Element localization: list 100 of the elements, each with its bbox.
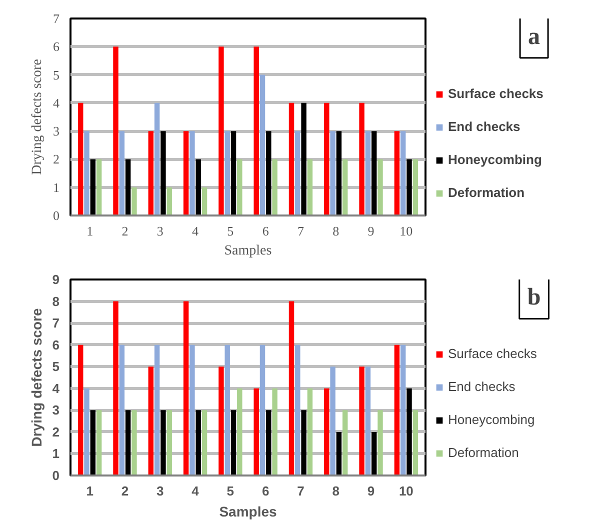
- legend-label: Surface checks: [448, 86, 544, 101]
- x-tick-label: 2: [122, 224, 128, 238]
- x-tick-label: 2: [121, 484, 129, 498]
- bar: [125, 159, 131, 216]
- y-tick-label: 4: [53, 95, 60, 110]
- bar: [224, 344, 230, 476]
- bar: [324, 388, 330, 476]
- bar: [196, 410, 201, 476]
- bar: [412, 159, 418, 216]
- bar: [90, 410, 96, 476]
- y-tick-label: 7: [52, 316, 60, 331]
- bar: [78, 102, 84, 216]
- bar: [365, 131, 371, 216]
- bar: [406, 159, 412, 216]
- x-tick-label: 9: [367, 484, 375, 498]
- bar: [288, 102, 294, 216]
- bar: [365, 366, 371, 476]
- x-tick-label: 10: [398, 484, 414, 498]
- bar: [78, 344, 84, 476]
- legend-label: Surface checks: [448, 346, 537, 361]
- y-tick-label: 5: [52, 359, 60, 374]
- bar: [218, 46, 224, 216]
- x-tick-label: 6: [262, 224, 270, 238]
- y-tick-label: 3: [52, 402, 60, 418]
- bar: [342, 410, 348, 476]
- bar: [378, 410, 383, 476]
- bar: [196, 159, 201, 216]
- x-tick-label: 4: [192, 484, 200, 498]
- legend-label: Honeycombing: [448, 412, 535, 427]
- bar: [237, 388, 242, 476]
- bar: [301, 102, 306, 216]
- legend-label: End checks: [448, 119, 520, 134]
- y-tick-label: 6: [52, 337, 60, 352]
- bar: [307, 388, 313, 476]
- y-tick-label: 0: [52, 468, 60, 483]
- bar: [400, 344, 406, 476]
- bar: [132, 187, 137, 216]
- y-tick-label: 9: [52, 272, 60, 287]
- bar: [378, 159, 383, 216]
- bar: [119, 344, 125, 476]
- x-tick-label: 1: [86, 484, 94, 498]
- bar: [154, 102, 160, 216]
- bar: [412, 410, 418, 476]
- bar: [202, 187, 208, 216]
- bar: [400, 131, 406, 216]
- x-axis-title: Samples: [219, 504, 278, 520]
- bar: [183, 131, 189, 216]
- y-axis-title: Drying defects score: [28, 308, 44, 447]
- bar: [190, 344, 195, 476]
- text: a: [528, 24, 540, 50]
- bar: [266, 410, 272, 476]
- bar: [160, 131, 166, 216]
- bar: [160, 410, 166, 476]
- x-tick-label: 1: [86, 224, 94, 238]
- bar: [254, 46, 259, 216]
- bar: [154, 344, 160, 476]
- x-axis-title: Samples: [224, 244, 272, 258]
- legend-label: Honeycombing: [448, 152, 542, 167]
- bar: [84, 388, 90, 476]
- bar: [132, 410, 137, 476]
- x-tick-label: 3: [156, 224, 164, 238]
- bar: [166, 187, 172, 216]
- bar: [260, 74, 266, 216]
- y-tick-label: 2: [52, 424, 60, 440]
- y-tick-label: 4: [52, 380, 60, 396]
- y-axis-title: Drying defects score: [30, 59, 45, 175]
- bar: [113, 46, 118, 216]
- y-tick-label: 5: [53, 67, 60, 82]
- bar: [260, 344, 266, 476]
- y-tick-label: 8: [52, 294, 60, 309]
- x-tick-label: 4: [192, 224, 200, 238]
- x-tick-label: 7: [297, 484, 304, 498]
- x-tick-label: 8: [332, 224, 340, 238]
- x-tick-label: 8: [332, 484, 340, 498]
- bar: [272, 388, 278, 476]
- bar: [202, 410, 208, 476]
- x-tick-label: 9: [368, 224, 374, 238]
- bar: [125, 410, 131, 476]
- bar: [359, 366, 364, 476]
- bar: [237, 159, 242, 216]
- bar: [119, 131, 125, 216]
- bar: [90, 159, 96, 216]
- legend-label: End checks: [448, 379, 516, 394]
- y-tick-label: 1: [53, 180, 60, 195]
- bar: [371, 432, 377, 476]
- bar: [272, 159, 278, 216]
- bar: [324, 102, 330, 216]
- x-tick-label: 5: [227, 224, 234, 238]
- y-tick-label: 0: [53, 208, 60, 223]
- bar: [307, 159, 313, 216]
- bar: [394, 131, 400, 216]
- bar: [336, 131, 342, 216]
- x-tick-label: 10: [400, 224, 413, 238]
- bar: [359, 102, 364, 216]
- x-tick-label: 7: [297, 224, 304, 238]
- bar: [113, 301, 118, 476]
- bar: [330, 366, 336, 476]
- bar: [84, 131, 90, 216]
- bar: [295, 131, 300, 216]
- bar: [336, 432, 342, 476]
